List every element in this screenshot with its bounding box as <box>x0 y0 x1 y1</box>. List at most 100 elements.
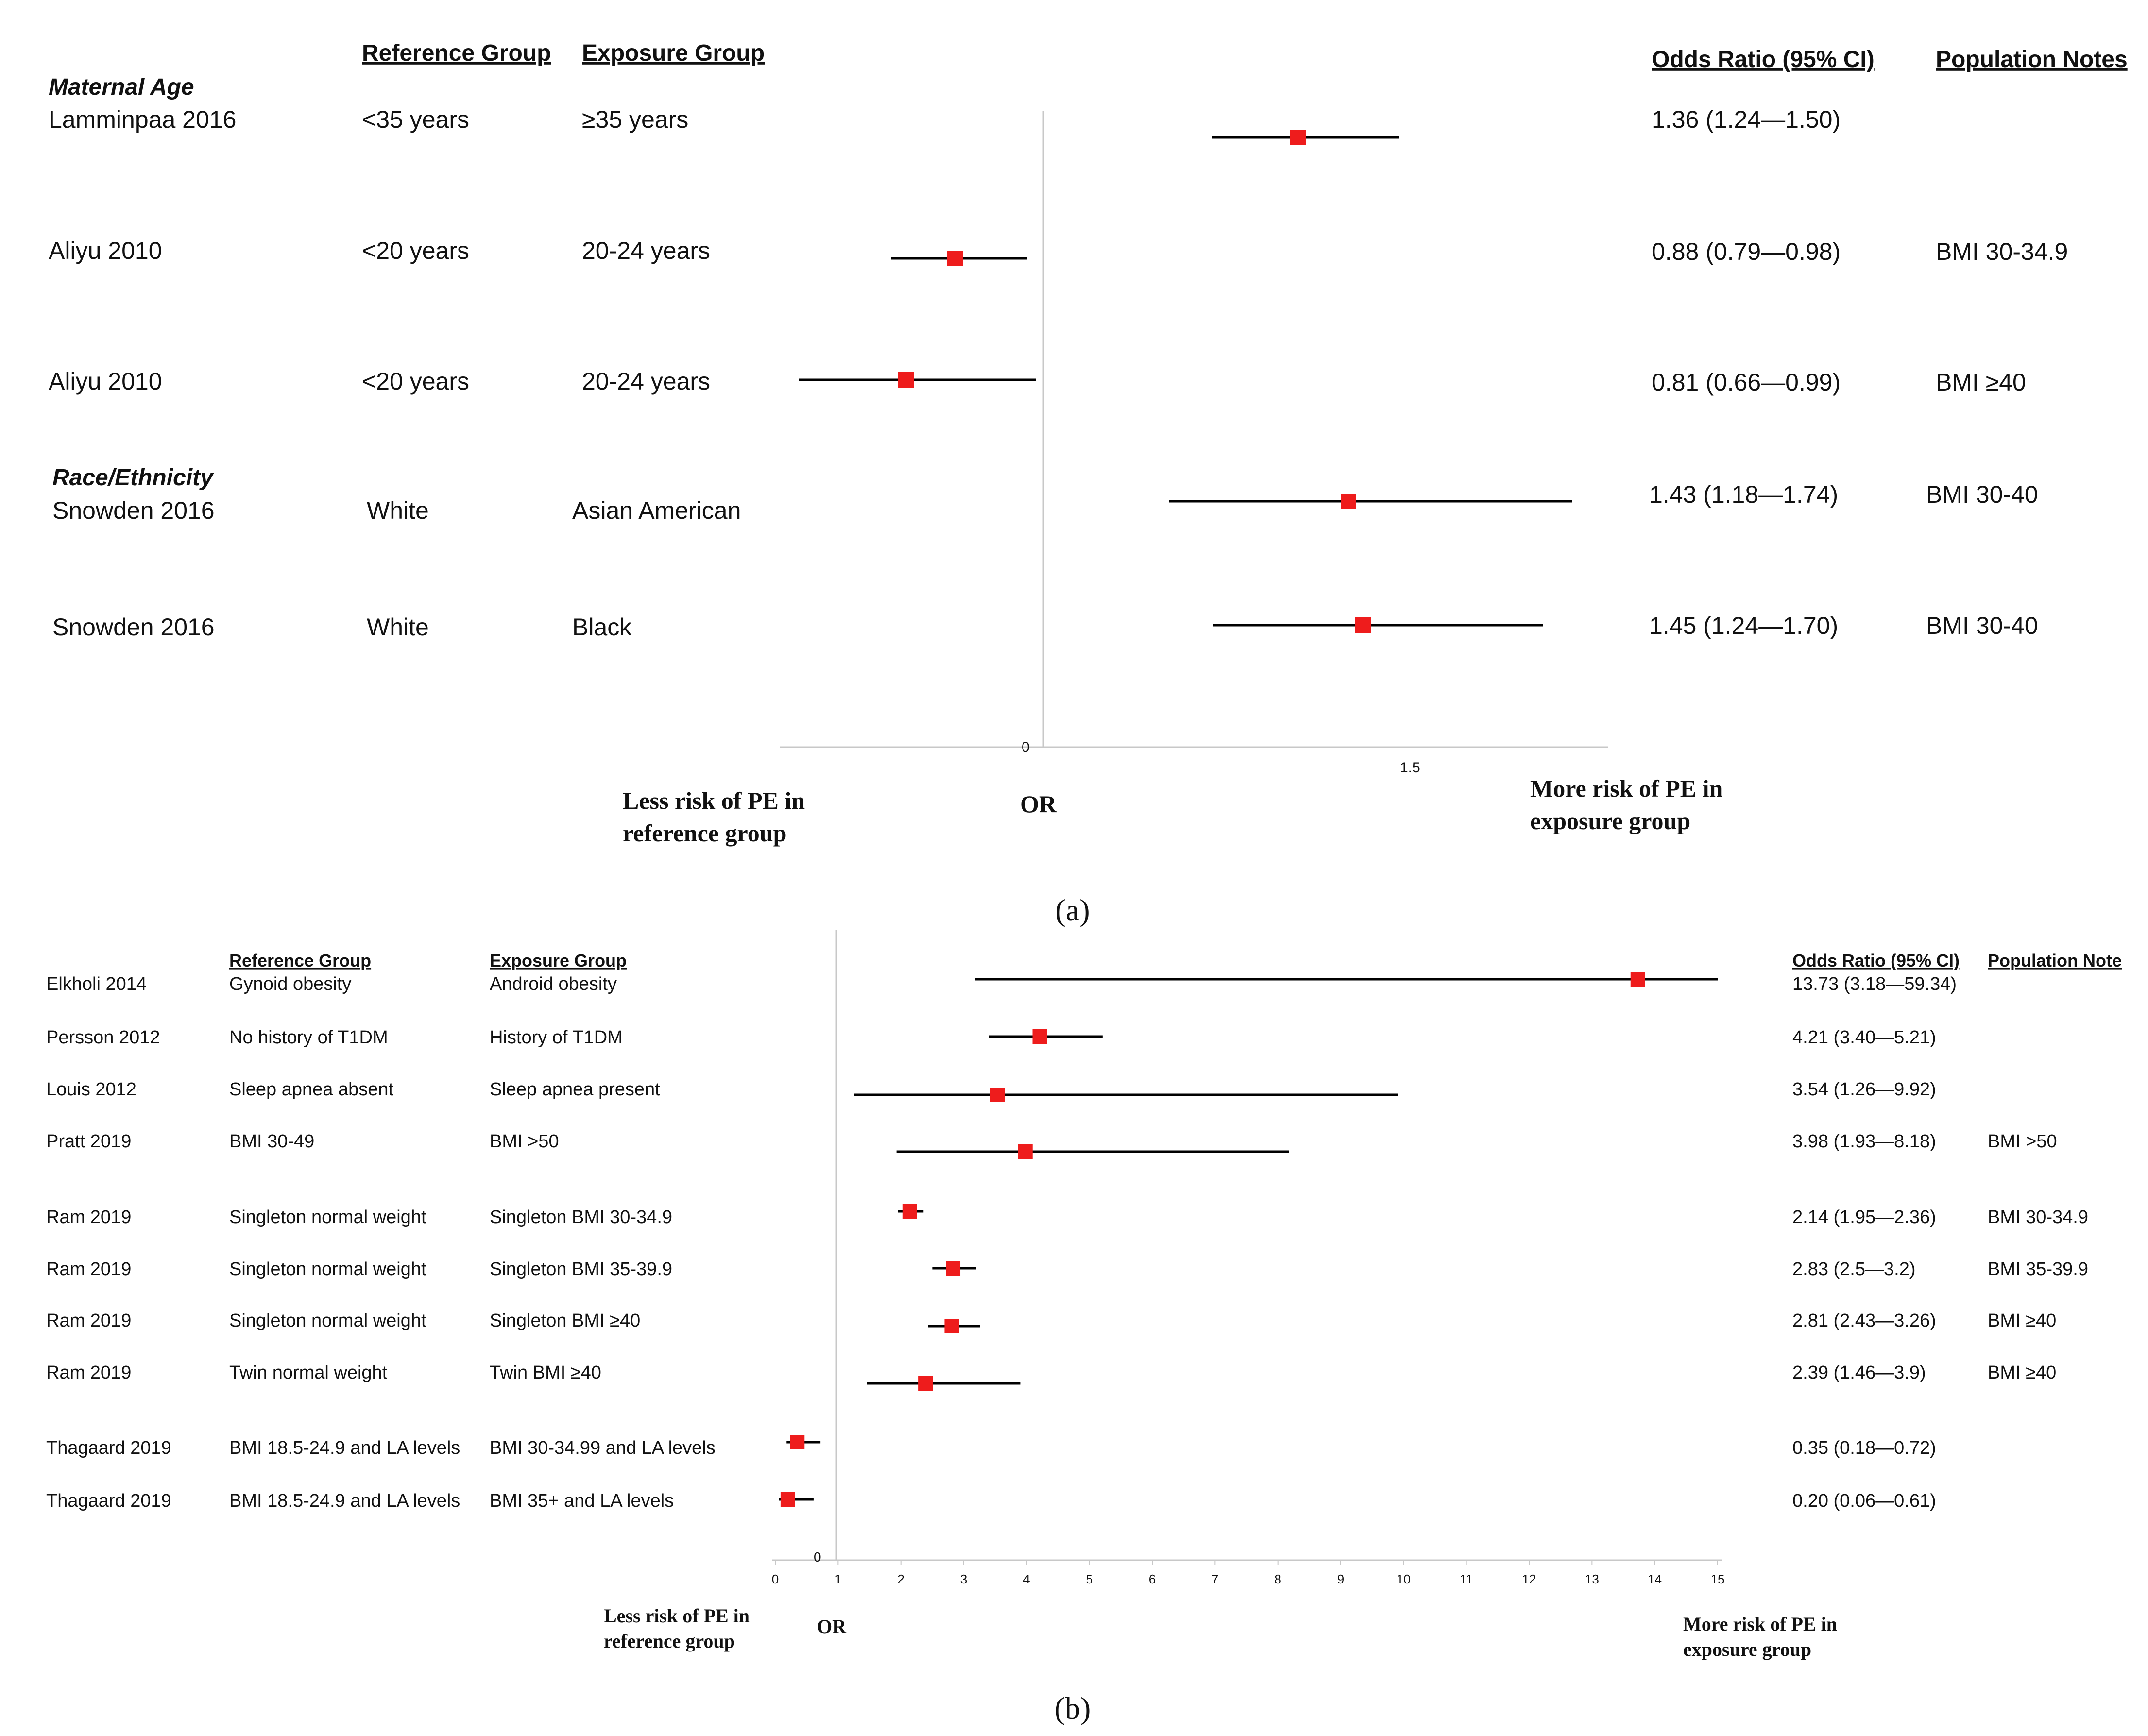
study-name: Aliyu 2010 <box>49 368 162 395</box>
panel-label-b: (b) <box>1055 1691 1091 1725</box>
reference-group-value: White <box>367 497 429 524</box>
odds-ratio-value: 0.88 (0.79—0.98) <box>1652 238 1841 265</box>
odds-ratio-value: 0.81 (0.66—0.99) <box>1652 369 1841 396</box>
x-tick-label: 15 <box>1711 1572 1725 1586</box>
x-tick-label: 2 <box>897 1572 904 1586</box>
x-tick-label: 1.5 <box>1400 760 1420 776</box>
exposure-group-value: ≥35 years <box>582 106 688 133</box>
odds-ratio-value: 2.14 (1.95—2.36) <box>1792 1207 1936 1227</box>
x-tick-label: 14 <box>1648 1572 1662 1586</box>
odds-ratio-value: 1.36 (1.24—1.50) <box>1652 106 1841 133</box>
study-name: Elkholi 2014 <box>46 974 147 994</box>
odds-ratio-value: 2.83 (2.5—3.2) <box>1792 1259 1915 1279</box>
odds-ratio-marker <box>780 1492 795 1507</box>
reference-group-value: Singleton normal weight <box>229 1311 426 1331</box>
odds-ratio-value: 1.43 (1.18—1.74) <box>1649 481 1838 508</box>
header-reference-group-a: Reference Group <box>362 40 551 66</box>
study-name: Pratt 2019 <box>46 1131 131 1152</box>
x-ticks-b: 0 1 2 3 4 5 6 7 8 9 10 11 12 13 14 15 <box>772 1560 1725 1586</box>
odds-ratio-value: 13.73 (3.18—59.34) <box>1792 974 1957 994</box>
reference-group-value: <20 years <box>362 237 469 264</box>
panel-label-a: (a) <box>1055 893 1090 927</box>
odds-ratio-marker <box>1355 617 1371 633</box>
group-label-maternal-age: Maternal Age <box>49 74 194 100</box>
study-name: Thagaard 2019 <box>46 1491 171 1511</box>
exposure-group-value: BMI 30-34.99 and LA levels <box>490 1438 716 1458</box>
exposure-group-value: Android obesity <box>490 974 617 994</box>
odds-ratio-value: 2.81 (2.43—3.26) <box>1792 1311 1936 1331</box>
population-note: BMI ≥40 <box>1988 1311 2056 1331</box>
header-exposure-group-b: Exposure Group <box>490 951 627 970</box>
population-note: BMI 30-34.9 <box>1936 238 2068 265</box>
odds-ratio-value: 2.39 (1.46—3.9) <box>1792 1362 1926 1383</box>
exposure-group-value: Sleep apnea present <box>490 1079 660 1100</box>
exposure-group-value: History of T1DM <box>490 1027 623 1048</box>
x-tick-label: 4 <box>1023 1572 1030 1586</box>
study-name: Louis 2012 <box>46 1079 136 1100</box>
odds-ratio-value: 0.20 (0.06—0.61) <box>1792 1491 1936 1511</box>
header-population-notes-a: Population Notes <box>1936 47 2128 72</box>
odds-ratio-marker <box>944 1319 959 1333</box>
odds-ratio-marker <box>902 1204 917 1219</box>
reference-group-value: Singleton normal weight <box>229 1259 426 1279</box>
odds-ratio-marker <box>1018 1144 1033 1159</box>
exposure-group-value: Singleton BMI 30-34.9 <box>490 1207 672 1227</box>
x-tick-label: 10 <box>1397 1572 1411 1586</box>
reference-group-value: <35 years <box>362 106 469 133</box>
header-population-note-b: Population Note <box>1988 951 2122 970</box>
exposure-group-value: Black <box>572 613 632 641</box>
odds-ratio-marker <box>918 1376 933 1391</box>
reference-group-value: Twin normal weight <box>229 1362 388 1383</box>
odds-ratio-marker <box>790 1435 805 1449</box>
x-axis-title-a: OR <box>1020 790 1057 817</box>
odds-ratio-marker <box>1032 1029 1047 1044</box>
header-reference-group-b: Reference Group <box>229 951 371 970</box>
more-risk-note-line2-b: exposure group <box>1683 1638 1811 1660</box>
x-tick-label: 9 <box>1337 1572 1344 1586</box>
odds-ratio-value: 3.54 (1.26—9.92) <box>1792 1079 1936 1100</box>
header-odds-ratio-b: Odds Ratio (95% CI) <box>1792 951 1960 970</box>
zero-tick-label-a: 0 <box>1022 739 1030 755</box>
study-name: Persson 2012 <box>46 1027 160 1048</box>
study-name: Snowden 2016 <box>52 497 215 524</box>
odds-ratio-marker <box>1341 494 1356 509</box>
odds-ratio-marker <box>946 1261 961 1276</box>
x-tick-label: 8 <box>1274 1572 1281 1586</box>
x-axis-title-b: OR <box>817 1616 847 1637</box>
reference-group-value: Sleep apnea absent <box>229 1079 394 1100</box>
x-tick-label: 5 <box>1086 1572 1092 1586</box>
x-tick-label: 3 <box>960 1572 967 1586</box>
exposure-group-value: Singleton BMI 35-39.9 <box>490 1259 672 1279</box>
study-name: Lamminpaa 2016 <box>49 106 236 133</box>
x-tick-label: 7 <box>1211 1572 1218 1586</box>
less-risk-note-line2-b: reference group <box>604 1630 735 1652</box>
exposure-group-value: BMI 35+ and LA levels <box>490 1491 674 1511</box>
odds-ratio-marker <box>1630 972 1645 987</box>
study-name: Ram 2019 <box>46 1259 131 1279</box>
odds-ratio-marker <box>990 1088 1005 1102</box>
exposure-group-value: Twin BMI ≥40 <box>490 1362 601 1383</box>
population-note: BMI 30-34.9 <box>1988 1207 2088 1227</box>
marks-b <box>779 972 1718 1507</box>
odds-ratio-value: 0.35 (0.18—0.72) <box>1792 1438 1936 1458</box>
more-risk-note-line1-b: More risk of PE in <box>1683 1613 1837 1635</box>
odds-ratio-value: 1.45 (1.24—1.70) <box>1649 612 1838 639</box>
marks-a <box>799 130 1572 633</box>
odds-ratio-value: 3.98 (1.93—8.18) <box>1792 1131 1936 1152</box>
x-tick-label: 11 <box>1460 1572 1473 1586</box>
reference-group-value: Gynoid obesity <box>229 974 351 994</box>
more-risk-note-line2-a: exposure group <box>1530 807 1690 834</box>
study-name: Ram 2019 <box>46 1362 131 1383</box>
study-name: Thagaard 2019 <box>46 1438 171 1458</box>
x-tick-label: 6 <box>1149 1572 1156 1586</box>
population-note: BMI >50 <box>1988 1131 2057 1152</box>
less-risk-note-line1-b: Less risk of PE in <box>604 1605 750 1627</box>
header-exposure-group-a: Exposure Group <box>582 40 765 66</box>
study-name: Aliyu 2010 <box>49 237 162 264</box>
exposure-group-value: 20-24 years <box>582 368 710 395</box>
reference-group-value: Singleton normal weight <box>229 1207 426 1227</box>
population-note: BMI ≥40 <box>1936 369 2026 396</box>
x-tick-label: 13 <box>1585 1572 1599 1586</box>
less-risk-note-line1-a: Less risk of PE in <box>623 787 805 814</box>
